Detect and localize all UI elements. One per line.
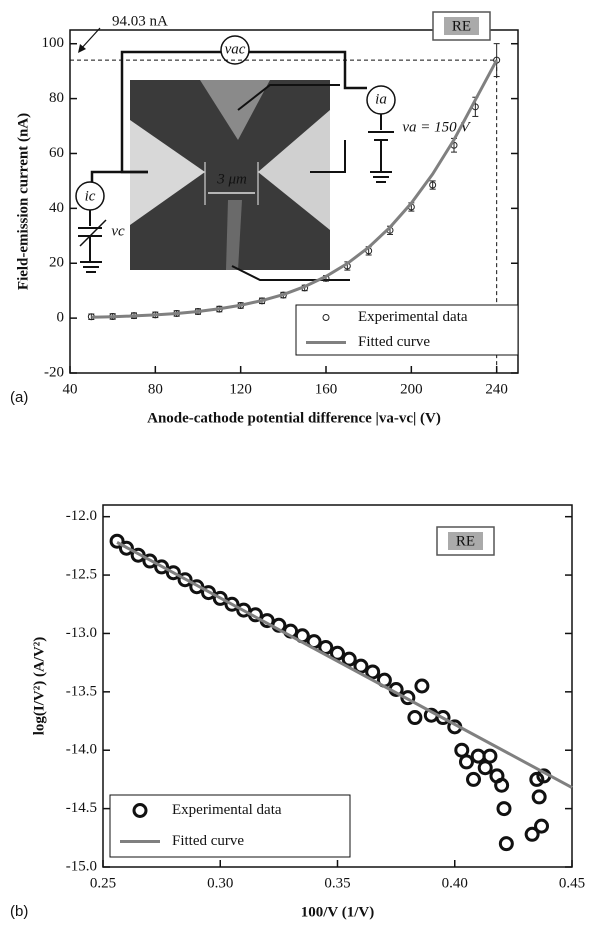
wire [90, 170, 148, 182]
data-point [109, 533, 125, 549]
inset-label: vac [225, 41, 246, 57]
inset-label: ia [375, 91, 387, 107]
data-point [494, 777, 510, 793]
panel-label: (b) [10, 903, 28, 920]
y-tick-label: 100 [42, 35, 65, 51]
badge: RE [452, 18, 471, 34]
data-point [482, 748, 498, 764]
y-tick-label: -13.0 [66, 625, 97, 641]
x-tick-label: 200 [400, 381, 423, 397]
data-point [224, 596, 240, 612]
x-tick-label: 0.35 [324, 875, 350, 891]
y-axis-title: Field-emission current (nA) [15, 113, 31, 290]
data-point [429, 181, 437, 189]
y-tick-label: -20 [44, 364, 64, 380]
inset-label: 3 μm [216, 171, 247, 187]
annotation-arrow [79, 27, 101, 51]
data-point [341, 651, 357, 667]
data-point [118, 540, 134, 556]
wire [249, 50, 367, 90]
y-tick-label: 80 [49, 90, 64, 106]
x-tick-label: 240 [485, 381, 508, 397]
annotation: 94.03 nA [112, 13, 168, 29]
data-point [470, 748, 486, 764]
x-tick-label: 40 [63, 381, 78, 397]
badge: RE [456, 533, 475, 549]
y-tick-label: -12.0 [66, 508, 97, 524]
legend-label: Experimental data [172, 802, 282, 818]
inset-label: vc [111, 223, 125, 239]
legend-label: Fitted curve [358, 334, 430, 350]
data-point [435, 710, 451, 726]
arrow-head [78, 44, 86, 53]
legend-label: Fitted curve [172, 833, 244, 849]
legend-box [295, 304, 519, 356]
x-tick-label: 0.40 [442, 875, 468, 891]
data-point [142, 553, 158, 569]
y-tick-label: 40 [49, 200, 64, 216]
meter [220, 35, 250, 65]
badge-highlight [448, 532, 483, 550]
data-point [531, 789, 547, 805]
data-point [365, 664, 381, 680]
inset-label: va = 150 V [402, 119, 471, 135]
data-point [201, 585, 217, 601]
y-tick-label: 0 [57, 310, 65, 326]
gate [200, 80, 270, 140]
cathode-tip [130, 120, 205, 225]
data-point [154, 559, 170, 575]
legend-label: Experimental data [358, 309, 468, 325]
data-point [496, 801, 512, 817]
y-tick-label: -14.5 [66, 800, 97, 816]
x-axis-title: Anode-cathode potential difference |va-v… [147, 410, 441, 426]
data-point [165, 565, 181, 581]
data-point [407, 710, 423, 726]
x-axis-title: 100/V (1/V) [301, 904, 374, 920]
x-tick-label: 0.30 [207, 875, 233, 891]
x-tick-label: 120 [229, 381, 252, 397]
legend-swatch [132, 803, 148, 818]
data-point [414, 678, 430, 694]
data-point [458, 754, 474, 770]
data-point [466, 771, 482, 787]
variable-arrow [79, 219, 107, 247]
data-point [189, 579, 205, 595]
inset [75, 35, 396, 281]
plot-frame [69, 29, 519, 374]
y-axis-title: log(I/V²) (A/V²) [31, 637, 47, 736]
data-point [212, 590, 228, 606]
anode-tip [258, 110, 330, 230]
data-point [130, 547, 146, 563]
y-tick-label: -14.0 [66, 742, 97, 758]
wire [237, 84, 340, 111]
fit-line [116, 541, 573, 789]
y-tick-label: -13.5 [66, 683, 97, 699]
x-tick-label: 0.25 [90, 875, 116, 891]
data-point [534, 818, 550, 834]
badge-box [436, 526, 495, 556]
stem [226, 200, 242, 270]
data-point [330, 645, 345, 661]
inset-label: ic [85, 188, 96, 204]
x-tick-label: 80 [148, 381, 163, 397]
data-point [524, 826, 540, 842]
fit-line [91, 59, 498, 319]
legend-swatch [322, 314, 330, 321]
y-tick-label: -15.0 [66, 858, 97, 874]
wire [310, 140, 346, 173]
x-tick-label: 0.45 [559, 875, 585, 891]
legend-box [109, 794, 351, 858]
y-tick-label: -12.5 [66, 567, 97, 583]
y-tick-label: 20 [49, 255, 64, 271]
badge-highlight [444, 17, 479, 35]
y-tick-label: 60 [49, 145, 64, 161]
panel-label: (a) [10, 389, 28, 406]
data-point [400, 690, 416, 706]
data-point [177, 572, 193, 588]
x-tick-label: 160 [315, 381, 338, 397]
data-point [498, 836, 514, 852]
